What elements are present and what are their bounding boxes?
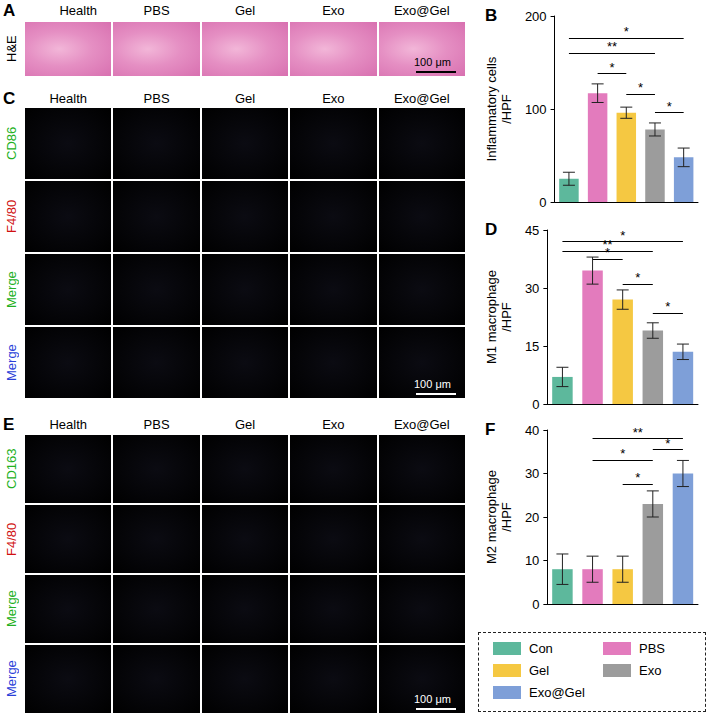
html-text:Health: Health (49, 417, 87, 432)
html-text:Exo@Gel: Exo@Gel (393, 91, 450, 106)
svg-text:*: * (605, 245, 610, 260)
svg-text:0: 0 (532, 397, 539, 412)
svg-text:10: 10 (525, 553, 539, 568)
html-text:Health: Health (59, 3, 97, 18)
svg-text:/HPF: /HPF (499, 94, 514, 124)
html-text:PBS: PBS (639, 641, 665, 656)
html-text:100 μm: 100 μm (414, 378, 451, 390)
html-text:CD86: CD86 (4, 126, 19, 161)
html-text:100 μm: 100 μm (414, 693, 451, 705)
html-text:A: A (3, 1, 16, 20)
svg-text:40: 40 (525, 423, 539, 438)
html-text:C: C (3, 89, 16, 108)
svg-text:**: ** (633, 425, 643, 440)
svg-text:/HPF: /HPF (499, 302, 514, 332)
html-text:Exo: Exo (322, 3, 345, 18)
svg-text:20: 20 (525, 510, 539, 525)
svg-text:*: * (620, 446, 625, 461)
html-text:Health: Health (49, 91, 87, 106)
svg-text:D: D (485, 220, 497, 239)
html-text:Exo@Gel: Exo@Gel (393, 417, 450, 432)
html-text:E: E (3, 415, 15, 434)
svg-text:M1 macrophage: M1 macrophage (484, 270, 499, 364)
html-text:Gel: Gel (234, 3, 256, 18)
html-text:Exo: Exo (322, 91, 345, 106)
html-text:Exo: Exo (322, 417, 345, 432)
svg-text:*: * (620, 228, 625, 243)
html-text:PBS: PBS (143, 3, 170, 18)
svg-text:*: * (638, 80, 643, 95)
svg-text:0: 0 (532, 597, 539, 612)
html-text:Gel: Gel (234, 417, 256, 432)
svg-text:30: 30 (525, 466, 539, 481)
svg-text:B: B (485, 6, 497, 25)
svg-text:*: * (635, 470, 640, 485)
html-text:Merge: Merge (4, 590, 19, 628)
html-text:Exo@Gel: Exo@Gel (393, 3, 450, 18)
svg-text:*: * (635, 270, 640, 285)
svg-text:*: * (624, 24, 629, 39)
html-text:F4/80: F4/80 (4, 199, 19, 234)
svg-text:M2 macrophage: M2 macrophage (484, 470, 499, 564)
html-text:PBS: PBS (143, 91, 170, 106)
html-text:F4/80: F4/80 (4, 522, 19, 556)
svg-text:100: 100 (525, 102, 547, 117)
svg-text:/HPF: /HPF (499, 502, 514, 532)
svg-text:**: ** (607, 39, 617, 54)
html-text:Exo: Exo (639, 663, 662, 678)
html-text:Con: Con (529, 641, 553, 656)
svg-text:30: 30 (525, 281, 539, 296)
svg-text:*: * (667, 99, 672, 114)
html-text:Gel: Gel (529, 663, 550, 678)
svg-text:15: 15 (525, 339, 539, 354)
html-text:Exo@Gel: Exo@Gel (529, 685, 585, 700)
html-text:Merge: Merge (4, 271, 19, 308)
html-text:H&E: H&E (4, 35, 19, 63)
html-text:PBS: PBS (143, 417, 170, 432)
html-text:Gel: Gel (234, 91, 256, 106)
svg-text:45: 45 (525, 223, 539, 238)
svg-text:Inflammatory cells: Inflammatory cells (484, 56, 499, 161)
html-text:CD163: CD163 (4, 448, 19, 490)
svg-text:*: * (665, 299, 670, 314)
html-text:Merge: Merge (4, 660, 19, 698)
svg-text:*: * (665, 436, 670, 451)
svg-text:*: * (609, 60, 614, 75)
svg-text:F: F (485, 420, 495, 439)
svg-text:200: 200 (525, 9, 547, 24)
html-text:100 μm: 100 μm (414, 56, 451, 68)
svg-text:0: 0 (539, 195, 546, 210)
html-text:Merge: Merge (4, 344, 19, 381)
